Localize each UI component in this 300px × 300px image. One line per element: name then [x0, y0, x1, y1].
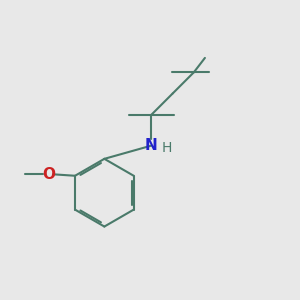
Text: H: H — [162, 141, 172, 155]
Text: O: O — [42, 167, 55, 182]
Text: N: N — [145, 138, 158, 153]
